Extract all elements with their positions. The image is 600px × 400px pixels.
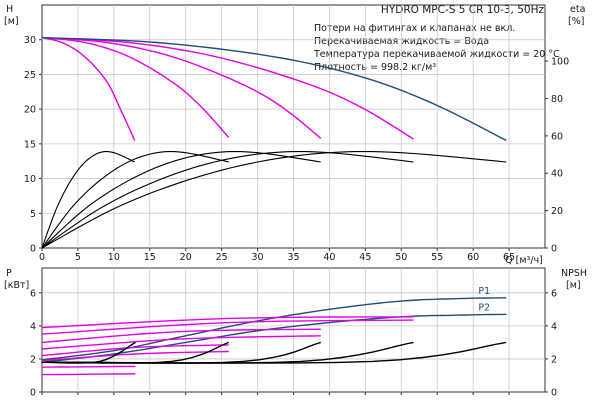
series-p2-label: P2 [478, 302, 490, 313]
x-tick-label: 15 [144, 252, 156, 263]
x-tick-label: 25 [216, 252, 228, 263]
series-power-line [42, 373, 136, 376]
y-tick-label: 0 [30, 244, 36, 255]
series-efficiency-line [41, 150, 321, 249]
right-tick-label: 6 [551, 288, 557, 299]
right-tick-label: 20 [551, 206, 563, 217]
series-power-line [41, 350, 229, 362]
right-tick-label: 4 [551, 321, 557, 332]
series-max_speed_head-line [41, 36, 322, 139]
y-tick-label: 6 [30, 288, 36, 299]
head-axis-unit: [м] [4, 16, 19, 27]
chart-title: HYDRO MPC-S 5 CR 10-3, 50Hz [381, 4, 545, 16]
npsh-axis-label: NPSH [561, 268, 587, 279]
y-tick-label: 30 [24, 35, 36, 46]
series-efficiency-line [41, 150, 229, 249]
right-tick-label: 40 [551, 169, 563, 180]
x-tick-label: 65 [503, 252, 515, 263]
x-tick-label: 50 [395, 252, 407, 263]
series-p1-label: P1 [478, 286, 490, 297]
series-max_speed_head-line [41, 36, 230, 139]
x-tick-label: 40 [323, 252, 335, 263]
series-efficiency-line [41, 150, 135, 249]
series-power-line [41, 335, 321, 350]
flow-axis-label: Q [м³/ч] [505, 255, 543, 266]
right-tick-label: 2 [551, 354, 557, 365]
x-tick-label: 35 [287, 252, 299, 263]
x-tick-label: 20 [180, 252, 192, 263]
x-tick-label: 0 [39, 252, 45, 263]
right-tick-label: 0 [551, 244, 557, 255]
npsh-axis-unit: [м] [566, 280, 581, 291]
eta-axis-unit: [%] [568, 16, 584, 27]
note-line-3: Температура перекачиваемой жидкости = 20… [313, 49, 560, 60]
eta-axis-label: eta [570, 4, 585, 15]
y-tick-label: 25 [24, 70, 36, 81]
right-tick-label: 100 [551, 57, 569, 68]
y-tick-label: 2 [30, 354, 36, 365]
y-tick-label: 4 [30, 321, 36, 332]
right-tick-label: 60 [551, 131, 563, 142]
right-tick-label: 0 [551, 388, 557, 399]
x-tick-label: 55 [431, 252, 443, 263]
series-max_speed_head-line [41, 36, 136, 141]
x-tick-label: 30 [252, 252, 264, 263]
y-tick-label: 0 [30, 388, 36, 399]
head-efficiency-panel: 0 5 10 15 20 25 30 35 40 45 50 55 60 65 0 5 10 15 20 25 30 0 2… [24, 4, 569, 263]
power-axis-unit: [кВт] [4, 280, 29, 291]
x-tick-label: 10 [108, 252, 120, 263]
head-axis-label: H [6, 4, 13, 15]
note-line-1: Потери на фитингах и клапанах не вкл. [314, 23, 515, 34]
series-npsh-line [41, 341, 507, 364]
power-axis-label: P [6, 268, 12, 279]
y-tick-label: 15 [24, 139, 36, 150]
series-power-line [41, 319, 414, 335]
y-tick-label: 20 [24, 105, 36, 116]
series-power-line [41, 344, 229, 357]
series-system_head-line [41, 36, 507, 142]
series-power-line [41, 365, 136, 368]
x-tick-label: 45 [359, 252, 371, 263]
right-tick-label: 80 [551, 94, 563, 105]
power-npsh-panel: 0 2 4 6 0 2 4 6 P1 P2 [30, 267, 557, 399]
note-line-4: Плотность = 998.2 кг/м³ [314, 62, 436, 73]
series-p2-line [41, 313, 507, 363]
series-efficiency-line [41, 150, 507, 249]
y-tick-label: 10 [24, 174, 36, 185]
x-tick-label: 60 [467, 252, 479, 263]
y-tick-label: 5 [30, 209, 36, 220]
x-tick-label: 5 [75, 252, 81, 263]
series-power-line [41, 328, 321, 344]
series-power-line [41, 316, 414, 329]
series-max_speed_head-line [41, 36, 414, 140]
